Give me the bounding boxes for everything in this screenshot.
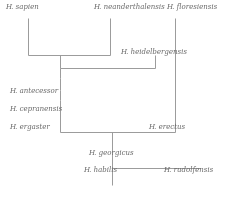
Text: H. neanderthalensis: H. neanderthalensis xyxy=(93,3,164,11)
Text: H. habilis: H. habilis xyxy=(83,166,117,174)
Text: H. floresiensis: H. floresiensis xyxy=(165,3,216,11)
Text: H. rudolfensis: H. rudolfensis xyxy=(162,166,212,174)
Text: H. ergaster: H. ergaster xyxy=(9,123,49,131)
Text: H. heidelbergensis: H. heidelbergensis xyxy=(120,48,186,56)
Text: H. sapien: H. sapien xyxy=(5,3,38,11)
Text: H. cepranensis: H. cepranensis xyxy=(9,105,62,113)
Text: H. antecessor: H. antecessor xyxy=(9,87,58,95)
Text: H. georgicus: H. georgicus xyxy=(88,149,133,157)
Text: H. erectus: H. erectus xyxy=(147,123,184,131)
